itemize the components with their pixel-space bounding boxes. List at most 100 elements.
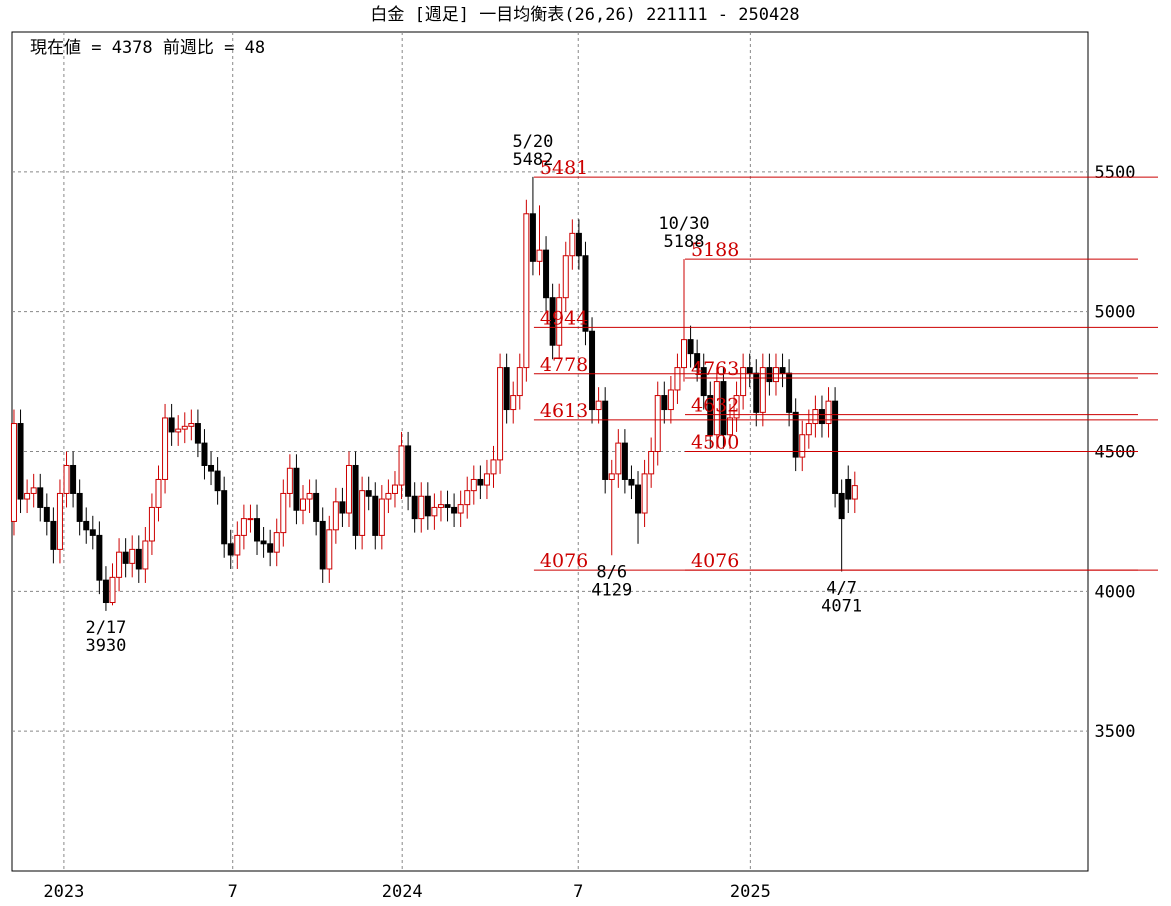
candle-body <box>424 495 431 517</box>
candle-body <box>818 409 825 425</box>
annotation-value: 3930 <box>85 636 126 656</box>
candle-body <box>43 506 50 522</box>
candle-body <box>497 367 504 461</box>
candle-body <box>162 417 169 480</box>
candle-body <box>451 506 458 514</box>
candle-body <box>779 367 786 374</box>
candle-body <box>188 423 195 427</box>
candle-body <box>589 330 596 411</box>
x-tick-label: 7 <box>573 882 583 902</box>
candle-body <box>102 579 109 604</box>
candle-body <box>569 232 576 257</box>
candle-body <box>621 442 628 480</box>
candle-body <box>510 395 517 411</box>
candle-body <box>786 372 793 413</box>
candle-body <box>746 367 753 374</box>
candle-body <box>536 249 543 262</box>
candle-body <box>234 534 241 556</box>
level-label: 5188 <box>691 239 739 261</box>
annotation-date: 8/6 <box>596 562 627 582</box>
candle-body <box>30 487 37 494</box>
candle-body <box>254 518 261 542</box>
candle-body <box>398 445 405 486</box>
annotation-value: 4071 <box>821 596 862 616</box>
candle-body <box>135 548 142 570</box>
candle-body <box>240 518 247 536</box>
candle-body <box>122 551 129 564</box>
candle-body <box>431 506 438 517</box>
candle-body <box>615 442 622 475</box>
y-tick-label: 5500 <box>1095 163 1136 183</box>
candle-body <box>168 417 175 433</box>
level-label: 4076 <box>540 550 588 572</box>
candle-body <box>332 501 339 531</box>
candle-body <box>772 367 779 383</box>
candle-body <box>582 255 589 332</box>
candle-body <box>516 367 523 397</box>
candle-body <box>726 417 733 436</box>
candle-body <box>208 464 215 472</box>
candle-body <box>129 548 136 564</box>
candle-body <box>667 389 674 411</box>
candle-body <box>175 428 182 433</box>
candle-body <box>194 423 201 444</box>
candle-body <box>96 534 103 581</box>
candle-body <box>766 367 773 383</box>
x-tick-label: 7 <box>228 882 238 902</box>
candle-body <box>306 492 313 500</box>
candle-body <box>214 470 221 492</box>
annotation-value: 4129 <box>591 580 632 600</box>
candle-body <box>575 232 582 257</box>
annotation-date: 5/20 <box>512 132 553 152</box>
candle-body <box>681 339 688 369</box>
candle-body <box>838 492 845 520</box>
candle-body <box>339 501 346 514</box>
candle-body <box>490 459 497 475</box>
candle-body <box>326 529 333 570</box>
annotation-value: 5188 <box>664 232 705 252</box>
candle-body <box>805 423 812 436</box>
candle-body <box>845 478 852 500</box>
candle-body <box>70 464 77 494</box>
annotation-date: 10/30 <box>658 214 709 234</box>
candle-body <box>313 492 320 522</box>
x-tick-label: 2025 <box>730 882 771 902</box>
candle-body <box>792 411 799 458</box>
candle-body <box>405 445 412 497</box>
level-label: 4500 <box>691 432 739 454</box>
candle-body <box>17 423 24 500</box>
candle-body <box>543 249 550 299</box>
candle-body <box>654 395 661 453</box>
candle-body <box>300 498 307 511</box>
candle-body <box>201 442 208 466</box>
candle-body <box>280 492 287 534</box>
level-label: 4632 <box>691 395 739 417</box>
candle-body <box>602 400 609 480</box>
candle-body <box>648 451 655 475</box>
candle-body <box>733 395 740 419</box>
candle-body <box>740 367 747 397</box>
candle-body <box>661 395 668 411</box>
candle-body <box>694 353 701 369</box>
candle-body <box>10 423 17 522</box>
x-tick-label: 2024 <box>382 882 423 902</box>
candle-body <box>477 478 484 486</box>
candle-body <box>76 492 83 522</box>
level-label: 4944 <box>540 307 588 329</box>
candle-body <box>503 367 510 411</box>
candle-body <box>470 478 477 492</box>
candle-body <box>851 485 858 500</box>
x-tick-label: 2023 <box>43 882 84 902</box>
candle-body <box>628 478 635 486</box>
candle-body <box>562 255 569 299</box>
annotation-date: 2/17 <box>85 618 126 638</box>
y-tick-label: 4000 <box>1095 582 1136 602</box>
candle-body <box>832 400 839 494</box>
candle-body <box>378 498 385 536</box>
candle-body <box>260 540 267 545</box>
level-label: 4763 <box>691 358 739 380</box>
candle-body <box>89 529 96 536</box>
candle-body <box>720 381 727 436</box>
candle-body <box>352 464 359 536</box>
candle-body <box>24 492 31 500</box>
